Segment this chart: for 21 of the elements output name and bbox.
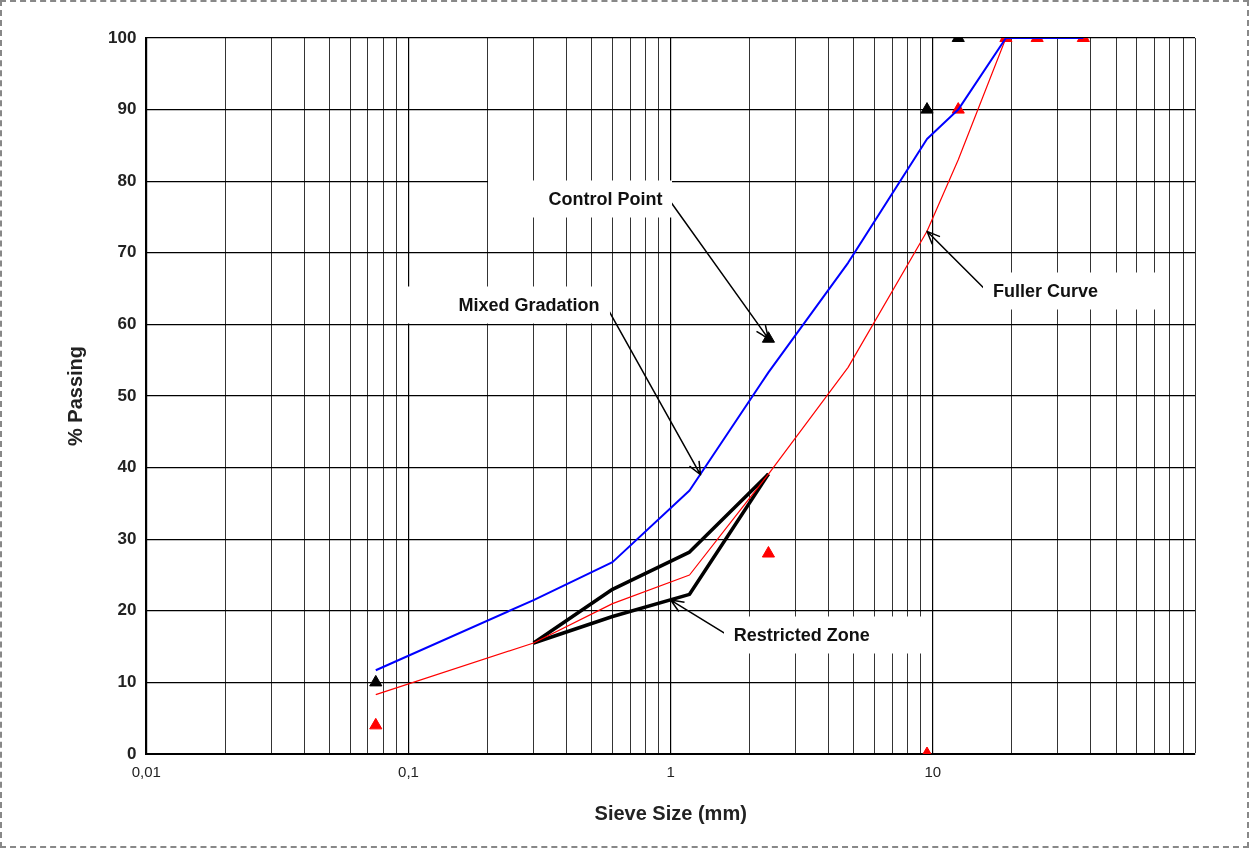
y-tick-label: 30 — [117, 528, 137, 548]
y-tick-label: 20 — [117, 600, 137, 620]
y-tick-label: 40 — [117, 457, 137, 477]
x-tick-label: 0,1 — [398, 763, 419, 781]
annotation: Mixed Gradation — [458, 293, 600, 317]
y-tick-label: 0 — [126, 743, 137, 763]
y-tick-label: 100 — [107, 27, 137, 47]
x-tick-label: 10 — [924, 763, 942, 781]
annotation: Restricted Zone — [733, 623, 870, 647]
x-axis-title: Sieve Size (mm) — [594, 801, 747, 824]
x-tick-label: 0,01 — [131, 763, 161, 781]
annotation: Fuller Curve — [993, 279, 1099, 303]
y-axis-title: % Passing — [63, 345, 86, 447]
y-tick-label: 60 — [117, 314, 137, 334]
y-tick-label: 90 — [117, 99, 137, 119]
annotation: Control Point — [548, 187, 663, 211]
x-tick-label: 1 — [666, 763, 675, 781]
y-tick-label: 80 — [117, 170, 137, 190]
y-tick-label: 50 — [117, 385, 137, 405]
y-tick-label: 10 — [117, 672, 137, 692]
y-tick-label: 70 — [117, 242, 137, 262]
